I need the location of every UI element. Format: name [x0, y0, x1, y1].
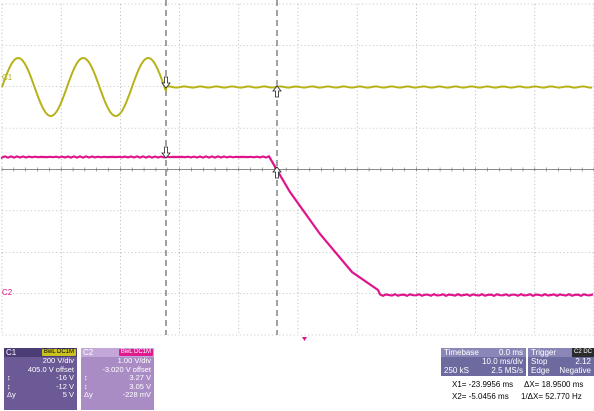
channel-2-row: 1.00 V/div [81, 356, 154, 366]
channel-2-trace [0, 155, 594, 298]
channel-2-cursor-a: 3.27 V [129, 373, 151, 382]
channel-2-panel[interactable]: C2 BwL DC1M 1.00 V/div -3.020 V offset ↕… [81, 348, 154, 410]
trigger-title: Trigger [531, 348, 557, 357]
trigger-level: 2.12 [575, 357, 591, 366]
cursor-marker-c1-x2-icon[interactable] [272, 85, 282, 98]
timebase-samples: 250 kS [444, 366, 469, 375]
channel-2-marker[interactable]: C2 [2, 288, 13, 297]
channel-2-coupling-badge: BwL DC1M [118, 349, 153, 356]
channel-2-scale: 1.00 V/div [117, 356, 151, 365]
channel-1-delta-y: 5 V [62, 390, 74, 399]
channel-1-row: 405.0 V offset [4, 364, 77, 375]
timebase-panel[interactable]: Timebase 0.0 ms 10.0 ms/div 250 kS 2.5 M… [441, 348, 526, 376]
timebase-title: Timebase [444, 348, 479, 357]
channel-1-name: C1 [6, 348, 17, 357]
trigger-mode: Stop [531, 357, 548, 366]
channel-2-delta-y: -228 mV [122, 390, 151, 399]
trigger-source-badge: C2 DC [571, 348, 594, 357]
channel-1-marker[interactable]: C1 [2, 73, 13, 82]
channel-2-row: ↕ 3.05 V [84, 381, 151, 391]
channel-1-row: ↕ -12 V [7, 381, 74, 391]
cursor-marker-c2-x2-icon[interactable] [272, 166, 282, 179]
channel-2-cursor-b: 3.05 V [129, 381, 151, 391]
channel-1-coupling-badge: BwL DC1M [41, 349, 76, 356]
channel-2-row: Δy -228 mV [84, 390, 151, 399]
cursor-inverse-delta-x-readout: 1/ΔX= 52.770 Hz [521, 392, 582, 401]
channel-1-trace [1, 56, 592, 118]
cursors[interactable] [165, 0, 278, 335]
trigger-slope: Negative [559, 366, 591, 375]
cursor-x1-readout: X1= -23.9956 ms [452, 380, 514, 389]
trigger-type: Edge [531, 366, 550, 375]
channel-1-row: Δy 5 V [7, 390, 74, 399]
channel-2-offset: -3.020 V offset [102, 364, 151, 374]
channel-2-row: -3.020 V offset [81, 364, 154, 375]
channel-1-row: 200 V/div [4, 356, 77, 366]
cursor-x2-readout: X2= -5.0456 ms [452, 392, 509, 401]
channel-1-row: ↕ -16 V [7, 373, 74, 382]
channel-2-name: C2 [83, 348, 94, 357]
trigger-panel[interactable]: Trigger C2 DC Stop 2.12 Edge Negative [528, 348, 594, 376]
status-bar: C1 BwL DC1M 200 V/div 405.0 V offset ↕ -1… [0, 343, 594, 411]
channel-1-cursor-a: -16 V [56, 373, 74, 382]
waveform-display[interactable]: C1 C2 [0, 0, 594, 343]
channel-2-row: ↕ 3.27 V [84, 373, 151, 382]
channel-1-cursor-b: -12 V [56, 381, 74, 391]
trigger-position-icon[interactable] [302, 337, 307, 341]
channel-1-header: C1 BwL DC1M [4, 348, 77, 357]
channel-1-scale: 200 V/div [42, 356, 74, 365]
timebase-per-div: 10.0 ms/div [482, 357, 523, 366]
timebase-delay: 0.0 ms [498, 348, 523, 357]
channel-2-header: C2 BwL DC1M [81, 348, 154, 357]
center-axis [1, 167, 594, 172]
channel-1-panel[interactable]: C1 BwL DC1M 200 V/div 405.0 V offset ↕ -1… [4, 348, 77, 410]
timebase-header: Timebase 0.0 ms [441, 348, 526, 357]
timebase-rate: 2.5 MS/s [491, 366, 523, 375]
trigger-header: Trigger C2 DC [528, 348, 594, 357]
cursor-marker-c1-x1-icon[interactable] [161, 76, 171, 89]
channel-1-offset: 405.0 V offset [27, 364, 74, 374]
cursor-marker-c2-x1-icon[interactable] [161, 146, 171, 159]
cursor-markers[interactable] [161, 76, 282, 179]
cursor-delta-x-readout: ΔX= 18.9500 ms [524, 380, 584, 389]
